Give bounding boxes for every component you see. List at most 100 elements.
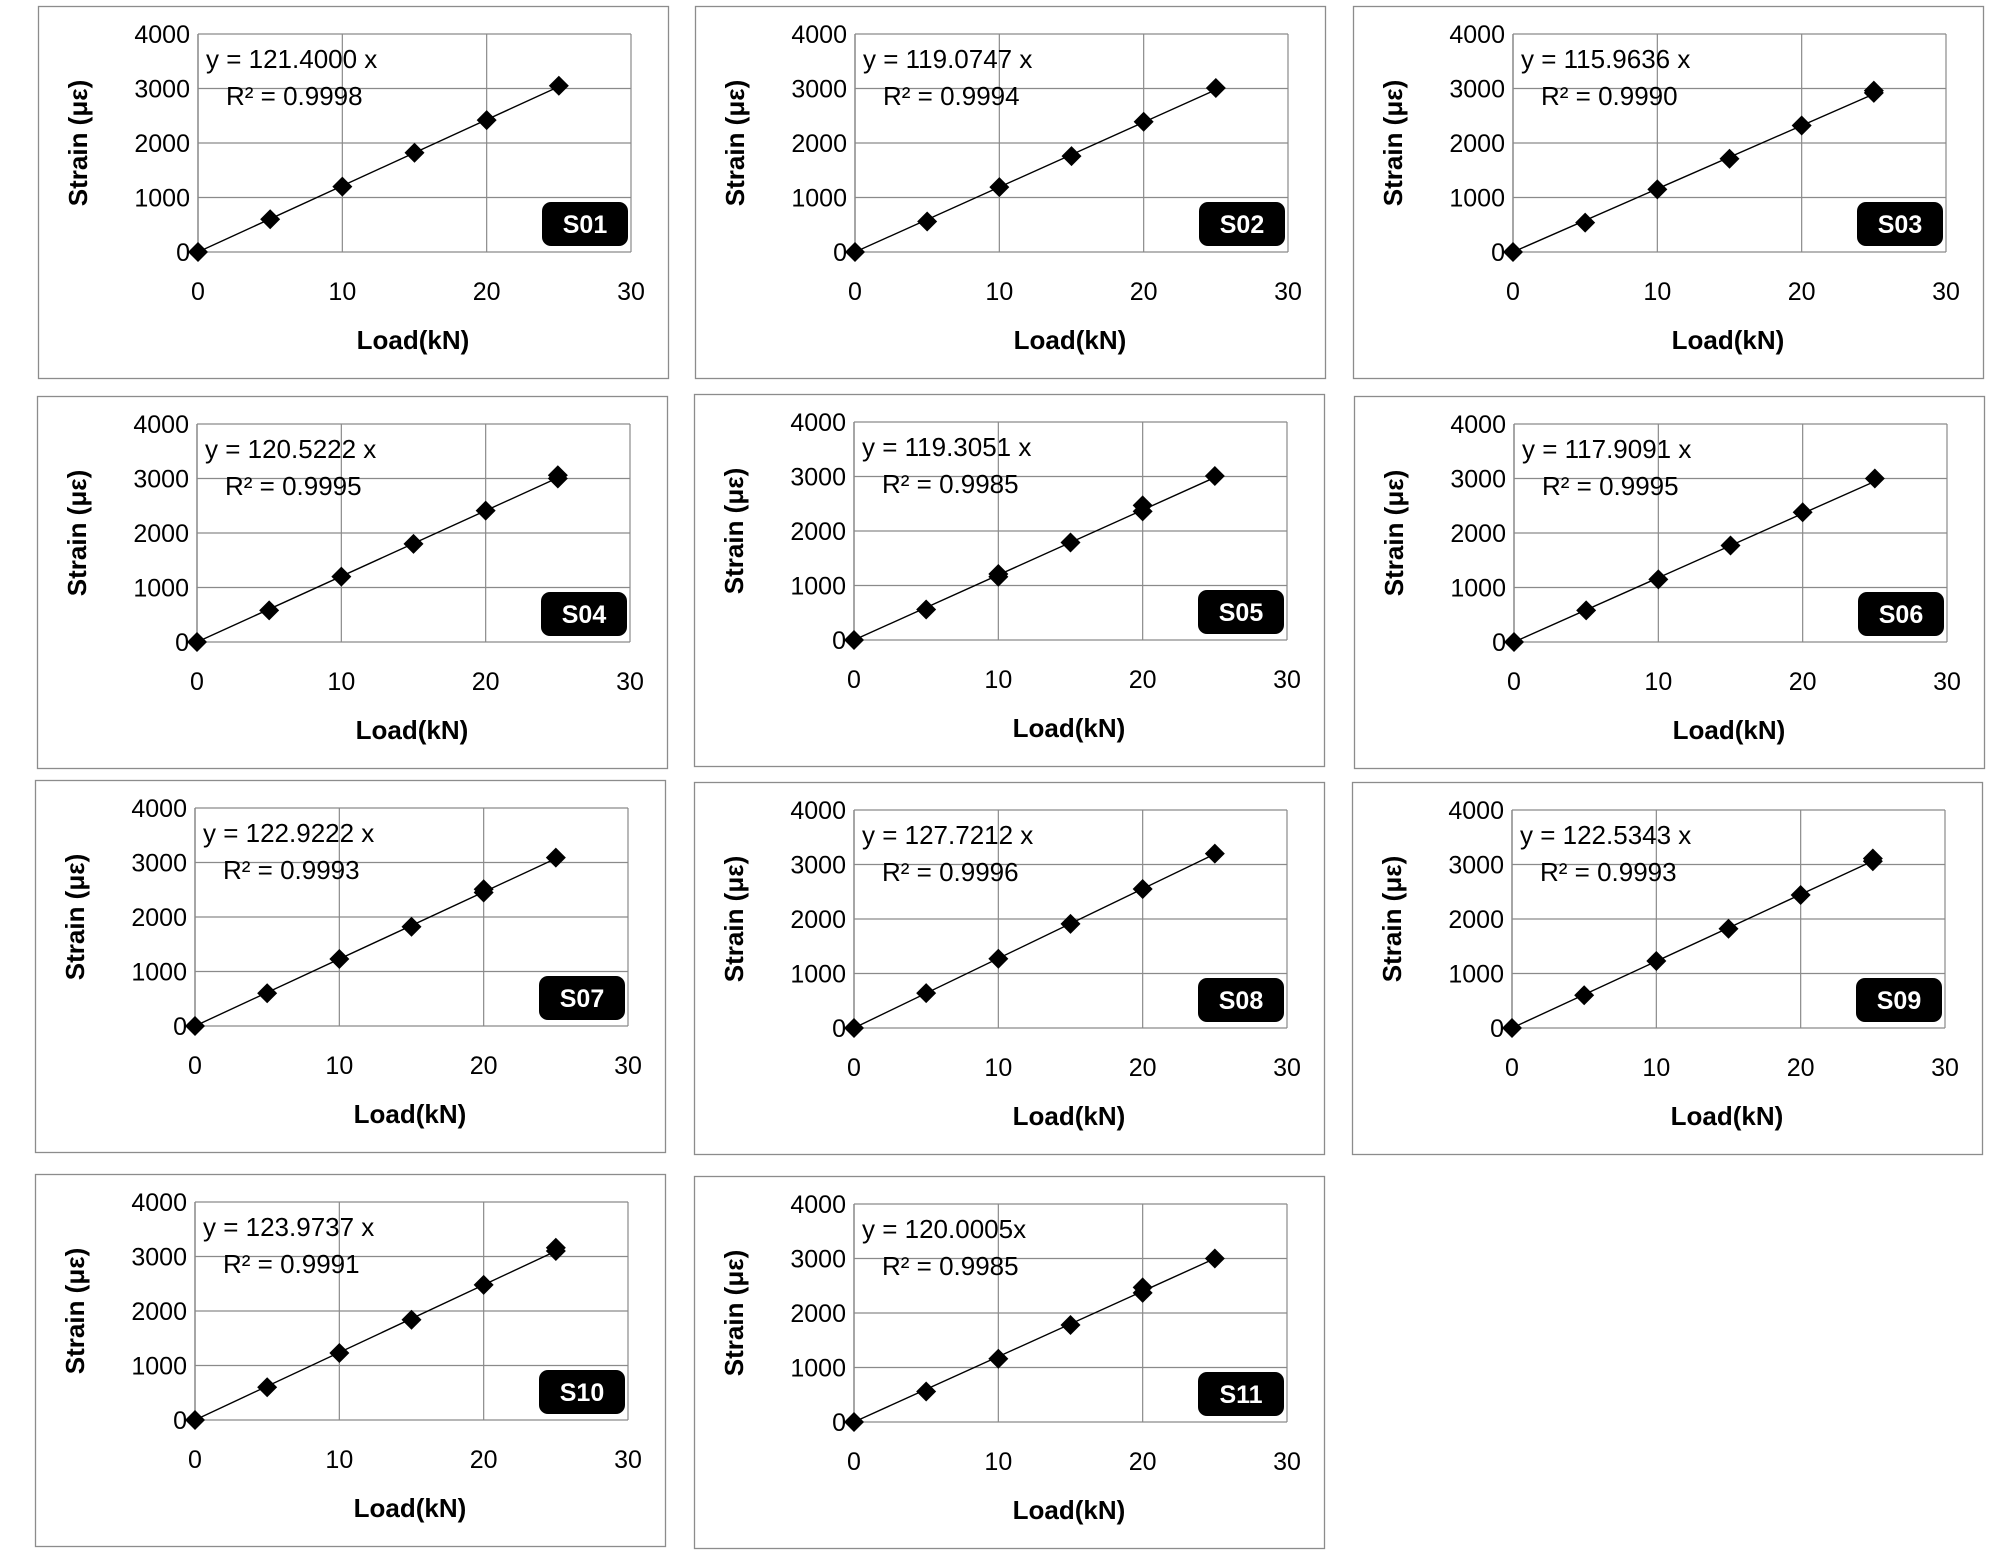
data-point (404, 142, 425, 163)
y-axis-title: Strain (με) (63, 80, 93, 206)
chart-panel-s02: 0 1000 2000 3000 4000 0 10 20 30 Load(kN) Strain (… (694, 5, 1327, 380)
data-point (548, 75, 569, 96)
y-axis-title: Strain (με) (719, 856, 749, 982)
data-point (1132, 1277, 1153, 1298)
data-point (473, 1274, 494, 1295)
y-tick-label: 3000 (133, 466, 189, 494)
data-point (1575, 212, 1596, 233)
data-point (917, 211, 938, 232)
y-tick-label: 1000 (1449, 185, 1505, 213)
x-tick-label: 20 (1788, 278, 1816, 306)
y-tick-label: 3000 (1450, 466, 1506, 494)
data-point (257, 1377, 278, 1398)
trendline-equation: y = 117.9091 x (1522, 434, 1691, 464)
sample-badge-label: S03 (1878, 211, 1922, 239)
x-tick-label: 30 (614, 1446, 642, 1474)
data-point (989, 177, 1010, 198)
x-tick-label: 0 (191, 278, 205, 306)
x-tick-label: 30 (1932, 278, 1960, 306)
data-point (916, 1381, 937, 1402)
x-axis-title: Load(kN) (1013, 1101, 1126, 1131)
chart-panel-s04: 0 1000 2000 3000 4000 0 10 20 30 Load(kN) Strain (… (36, 395, 669, 770)
sample-badge-label: S09 (1877, 987, 1921, 1015)
y-tick-label: 1000 (790, 573, 846, 601)
sample-badge (539, 1370, 625, 1414)
y-tick-label: 0 (173, 1407, 187, 1435)
data-point (1718, 918, 1739, 939)
r-squared-label: R² = 0.9993 (1540, 857, 1677, 887)
x-tick-label: 0 (1506, 278, 1520, 306)
y-tick-label: 0 (833, 239, 847, 267)
chart-frame (37, 5, 670, 380)
r-squared-label: R² = 0.9990 (1541, 81, 1678, 111)
y-tick-label: 3000 (134, 76, 190, 104)
data-point (187, 632, 207, 652)
x-tick-label: 10 (325, 1446, 353, 1474)
chart-frame (694, 5, 1327, 380)
data-point (475, 500, 496, 521)
data-point (260, 209, 281, 230)
x-tick-label: 20 (1129, 1448, 1157, 1476)
sample-badge-label: S05 (1219, 599, 1264, 627)
sample-badge-label: S04 (562, 601, 607, 629)
trendline-equation: y = 119.0747 x (863, 44, 1032, 74)
trendline-equation: y = 122.5343 x (1520, 820, 1691, 850)
x-tick-label: 0 (188, 1052, 202, 1080)
data-point (1574, 985, 1595, 1006)
data-point (1060, 532, 1081, 553)
y-axis-title: Strain (με) (719, 1250, 749, 1376)
x-tick-label: 20 (1787, 1054, 1815, 1082)
y-tick-label: 2000 (790, 518, 846, 546)
data-point (473, 879, 494, 900)
chart-panel-s09: 0 1000 2000 3000 4000 0 10 20 30 Load(kN) Strain (… (1351, 781, 1984, 1156)
y-axis-title: Strain (με) (62, 470, 92, 596)
data-point (1864, 468, 1885, 489)
data-point (1647, 179, 1668, 200)
r-squared-label: R² = 0.9994 (883, 81, 1020, 111)
data-point (1791, 115, 1812, 136)
x-axis-title: Load(kN) (354, 1493, 467, 1523)
y-axis-title: Strain (με) (720, 80, 750, 206)
y-axis-title: Strain (με) (1377, 856, 1407, 982)
x-tick-label: 20 (470, 1446, 498, 1474)
x-axis-title: Load(kN) (1014, 325, 1127, 355)
y-tick-label: 0 (1491, 239, 1505, 267)
y-tick-label: 2000 (1448, 906, 1504, 934)
chart-panel-s05: 0 1000 2000 3000 4000 0 10 20 30 Load(kN) Strain (… (693, 393, 1326, 768)
y-tick-label: 3000 (790, 1246, 846, 1274)
x-tick-label: 10 (985, 278, 1013, 306)
y-tick-label: 1000 (131, 1353, 187, 1381)
x-tick-label: 0 (1505, 1054, 1519, 1082)
x-axis-title: Load(kN) (357, 325, 470, 355)
x-tick-label: 10 (1642, 1054, 1670, 1082)
trendline-equation: y = 119.3051 x (862, 432, 1031, 462)
data-point (476, 110, 497, 131)
data-point (1204, 843, 1225, 864)
data-point (259, 600, 280, 621)
data-point (916, 599, 937, 620)
data-point (1719, 148, 1740, 169)
x-tick-label: 30 (614, 1052, 642, 1080)
trendline (854, 89, 1217, 253)
chart-frame (1352, 5, 1985, 380)
data-point (844, 1018, 864, 1038)
y-tick-label: 4000 (133, 411, 189, 439)
sample-badge (1198, 590, 1284, 634)
data-point (1503, 242, 1523, 262)
sample-badge (541, 592, 627, 636)
y-tick-label: 1000 (790, 1355, 846, 1383)
chart-frame (693, 393, 1326, 768)
x-tick-label: 20 (472, 668, 500, 696)
sample-badge (1857, 202, 1943, 246)
x-tick-label: 10 (325, 1052, 353, 1080)
x-tick-label: 30 (1931, 1054, 1959, 1082)
y-tick-label: 4000 (1450, 411, 1506, 439)
y-axis-title: Strain (με) (1379, 470, 1409, 596)
trendline (1512, 93, 1875, 253)
data-point (257, 983, 278, 1004)
x-tick-label: 30 (616, 668, 644, 696)
y-axis-title: Strain (με) (60, 854, 90, 980)
sample-badge-label: S11 (1219, 1381, 1262, 1409)
data-point (1792, 502, 1813, 523)
data-point (1204, 465, 1225, 486)
